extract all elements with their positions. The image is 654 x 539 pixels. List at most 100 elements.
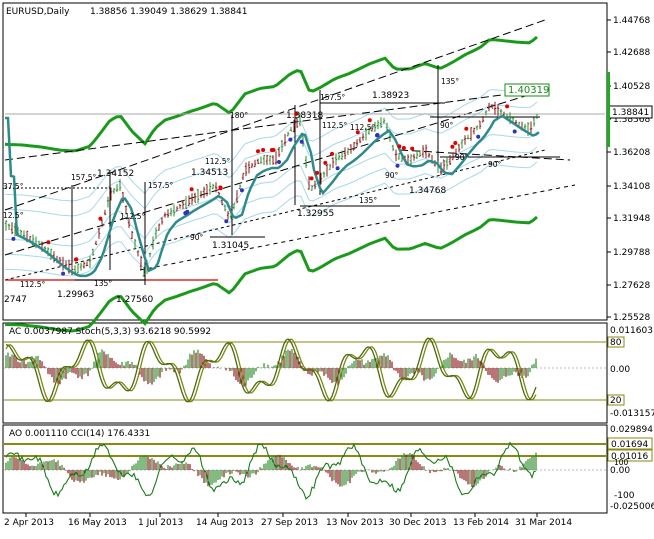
fractal-marker [11, 236, 16, 241]
price-tick-label: 1.36208 [613, 148, 650, 158]
date-label: 14 Aug 2013 [196, 518, 254, 528]
cci-line [5, 441, 537, 500]
price-tick-label: 1.38368 [613, 115, 650, 125]
angle-annotation-label: 112.5° [350, 123, 375, 132]
ac-axis-label: 0.00 [610, 365, 630, 375]
angle-annotation-label: 157.5° [71, 173, 96, 182]
trend-channel-line [399, 149, 571, 161]
date-label: 1 Jul 2013 [138, 518, 183, 528]
ao-axis-label: 0.029894 [610, 425, 653, 435]
ao-cci-high: 100 [614, 458, 629, 467]
ac-plot-area[interactable] [2, 322, 608, 424]
price-tick-label: 1.25528 [613, 313, 650, 323]
fractal-marker [453, 141, 458, 145]
date-label: 13 Nov 2013 [326, 518, 384, 528]
fractal-marker [476, 134, 481, 139]
fractal-marker [189, 187, 194, 192]
price-annotation-label: 1.31045 [212, 241, 249, 251]
ac-level-low: 20 [610, 396, 622, 406]
fractal-marker [375, 133, 380, 137]
fractal-marker [395, 163, 400, 168]
fractal-marker [397, 144, 402, 149]
fractal-marker [512, 129, 517, 134]
angle-annotation-label: 90° [385, 171, 399, 180]
fractal-marker [46, 240, 51, 245]
date-label: 31 Mar 2014 [515, 518, 572, 528]
price-annotation-label: 1.27560 [116, 295, 153, 305]
fractal-marker [401, 146, 406, 150]
stoch-signal-line [5, 337, 537, 403]
angle-annotation-label: 135° [441, 77, 459, 86]
date-label: 27 Sep 2013 [261, 518, 318, 528]
fractal-marker [277, 160, 281, 164]
ao-level-a: 0.01694 [611, 440, 648, 450]
price-annotation-label: 1.38318 [286, 111, 323, 121]
angle-annotation-label: 157.5° [320, 93, 345, 102]
envelope-inner-band [4, 131, 538, 247]
fractal-marker [367, 118, 372, 123]
fractal-marker [239, 188, 244, 193]
price-tick-label: 1.29788 [613, 248, 650, 258]
fractal-marker [288, 137, 293, 142]
price-annotation-label: 1.38923 [372, 91, 409, 101]
angle-annotation-label: 112.5° [322, 121, 347, 130]
date-label: 16 May 2013 [68, 518, 127, 528]
fractal-marker [256, 149, 260, 154]
price-annotation-label: 1.29963 [57, 290, 94, 300]
level-box [607, 437, 653, 450]
angle-annotation-label: 180° [230, 111, 248, 120]
angle-annotation-label: 157.5° [148, 181, 173, 190]
chart-title: EURUSD,Daily [6, 7, 70, 17]
fractal-marker [410, 146, 415, 151]
green-volume-bar [607, 72, 610, 147]
fractal-marker [218, 186, 223, 191]
fractal-marker [183, 211, 188, 216]
fractal-marker [74, 257, 79, 262]
fractal-marker [335, 166, 340, 171]
fractal-marker [61, 271, 66, 276]
ac-panel-title: AC 0.0037987 Stoch(5,3,3) 93.6218 90.599… [9, 327, 211, 337]
price-tick-label: 1.27628 [613, 281, 650, 291]
price-annotations: 1.38318 1.38923 1.34152 1.34513 1.29963 1.275… [4, 91, 446, 305]
angle-annotation-label: 135° [94, 279, 112, 288]
price-tick-label: 1.44768 [613, 16, 650, 26]
fractal-marker [330, 151, 334, 156]
main-plot-area[interactable] [2, 2, 608, 321]
ao-plot-area[interactable] [2, 424, 608, 514]
level-box [607, 336, 625, 348]
date-label: 30 Dec 2013 [389, 518, 447, 528]
price-tick-label: 1.42688 [613, 48, 650, 58]
price-annotation-label: 1.34152 [97, 169, 134, 179]
envelope-upper [4, 35, 538, 153]
angle-annotation-label: 37.5° [3, 182, 24, 191]
ao-cci-low: -100 [614, 491, 635, 501]
envelope-inner-band [4, 101, 538, 217]
envelope-inner-band [4, 86, 538, 202]
level-box [607, 449, 653, 462]
ao-axis-label: -0.025006 [610, 502, 654, 512]
fractal-marker [309, 176, 314, 181]
ac-level-high: 80 [610, 338, 622, 348]
ac-axis-label: -0.013157 [610, 409, 654, 419]
price-annotation-label: 1.34513 [191, 168, 228, 178]
date-label: 2 Apr 2013 [4, 518, 54, 528]
price-annotation-label: 1.34768 [409, 186, 446, 196]
angle-annotation-label: 90° [190, 233, 204, 242]
level-box [607, 394, 625, 406]
angle-annotation-label: 90° [488, 160, 502, 169]
price-tick-label: 1.40528 [613, 82, 650, 92]
moving-average [5, 114, 540, 278]
angle-annotation-label: 90° [455, 153, 469, 162]
indicator-axes: 0.011603 0.00 -0.013157 80 20 0.029894 0.01694… [607, 326, 654, 512]
fractal-marker [464, 126, 469, 131]
envelope-inner-band [4, 161, 538, 277]
trend-channel-line [139, 184, 576, 271]
fractal-marker [323, 160, 328, 165]
angle-annotation-label: 90° [440, 121, 454, 130]
date-axis: 2 Apr 2013 16 May 2013 1 Jul 2013 14 Aug 20… [4, 513, 572, 528]
last-price-label: 1.38841 [612, 108, 649, 118]
price-annotation-label: 2747 [4, 295, 27, 305]
ao-axis-label: 0.00 [610, 466, 630, 476]
stoch-main-line [5, 337, 537, 403]
